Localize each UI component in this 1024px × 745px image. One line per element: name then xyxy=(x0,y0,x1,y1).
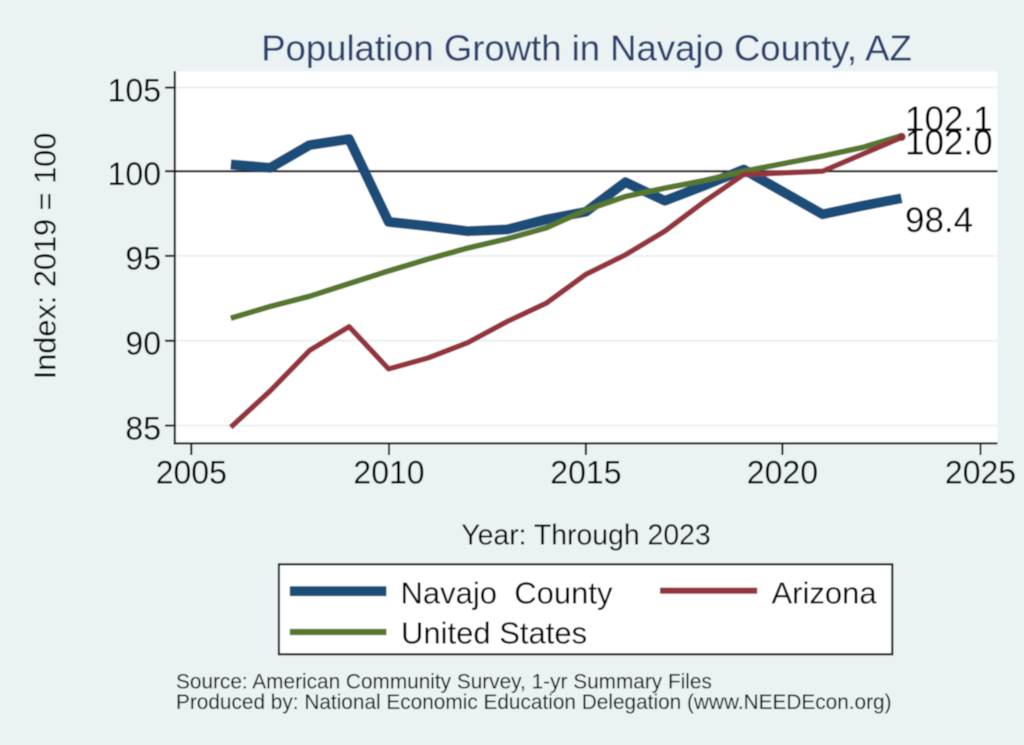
svg-text:Population Growth in Navajo Co: Population Growth in Navajo County, AZ xyxy=(261,27,912,68)
svg-text:Produced by: National Economic: Produced by: National Economic Education… xyxy=(176,691,892,714)
svg-text:Navajo County: Navajo County xyxy=(401,576,613,611)
svg-text:85: 85 xyxy=(125,410,161,446)
svg-text:2025: 2025 xyxy=(945,455,1016,491)
svg-text:95: 95 xyxy=(125,241,161,277)
svg-text:Arizona: Arizona xyxy=(772,576,878,611)
svg-text:Year: Through 2023: Year: Through 2023 xyxy=(461,520,710,552)
svg-text:102.0: 102.0 xyxy=(905,123,993,162)
svg-text:100: 100 xyxy=(108,156,161,192)
svg-text:2005: 2005 xyxy=(156,455,227,491)
svg-text:105: 105 xyxy=(108,72,161,108)
svg-text:2010: 2010 xyxy=(353,455,424,491)
svg-text:Source: American Community Sur: Source: American Community Survey, 1-yr … xyxy=(176,671,712,694)
svg-text:United States: United States xyxy=(401,615,587,650)
svg-text:90: 90 xyxy=(125,326,161,362)
svg-text:2020: 2020 xyxy=(747,455,818,491)
svg-text:98.4: 98.4 xyxy=(905,201,973,240)
svg-text:Index: 2019 = 100: Index: 2019 = 100 xyxy=(28,133,63,380)
svg-text:102.1: 102.1 xyxy=(905,100,993,139)
svg-text:2015: 2015 xyxy=(550,455,621,491)
